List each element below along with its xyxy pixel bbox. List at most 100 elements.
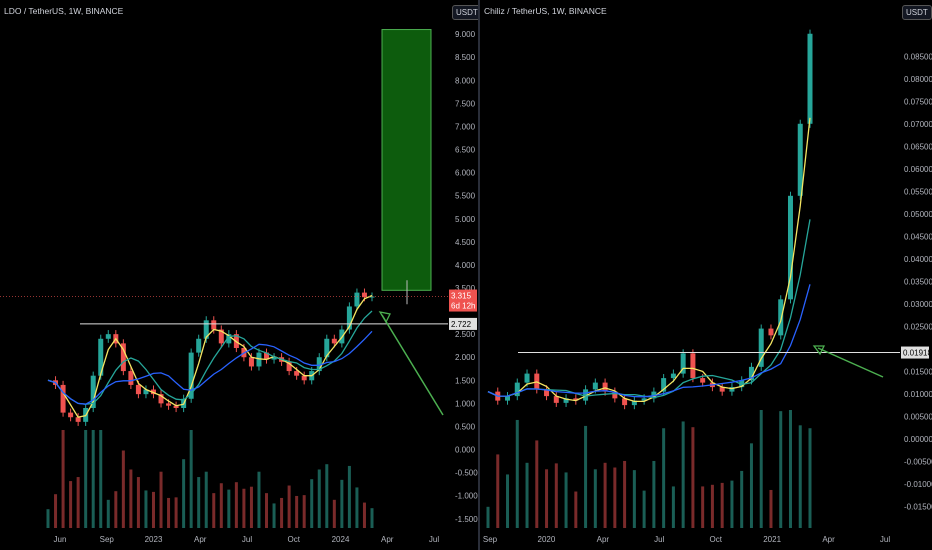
chz-chart-panel[interactable]: Chiliz / TetherUS, 1W, BINANCE USDT 0.08… [480,0,932,550]
volume-bar [710,484,714,528]
candle-body [286,361,292,372]
volume-bar [584,425,588,528]
candle-body [602,382,608,392]
candle-body [98,338,104,376]
candle-body [166,403,172,406]
volume-bar [340,479,344,528]
y-tick-label: 0.04000 [904,255,932,264]
y-tick-label: 4.000 [455,261,476,270]
y-tick-label: 2.000 [455,353,476,362]
ldo-chart-panel[interactable]: LDO / TetherUS, 1W, BINANCE USDT 9.000 8.… [0,0,482,550]
candle-body [583,389,589,401]
volume-bar [681,421,685,528]
x-tick-label: Apr [194,535,207,544]
volume-bar [91,430,95,528]
y-tick-label: 0.500 [455,422,476,431]
moving-average-slow [47,330,373,405]
panel-divider[interactable] [478,0,480,550]
x-tick-label: 2023 [145,535,163,544]
y-tick-label: 5.000 [455,215,476,224]
volume-bar [249,486,253,528]
volume-bar [632,470,636,528]
candle-body [75,417,81,422]
candle-body [150,389,156,395]
y-tick-label: 0.07500 [904,97,932,106]
volume-bar [332,499,336,528]
volume-bar [295,495,299,528]
candle-body [719,387,725,392]
volume-bar [212,493,216,528]
y-tick-label: -0.01000 [904,480,932,489]
y-tick-label: 0.01000 [904,390,932,399]
candle-body [787,195,793,300]
volume-bar [189,430,193,528]
volume-bar [227,489,231,528]
candle-body [346,306,352,330]
candle-body [105,334,111,339]
candle-body [573,398,579,401]
volume-bar [347,465,351,528]
x-tick-label: Jun [54,535,67,544]
y-tick-label: 0.00000 [904,435,932,444]
volume-bar [535,440,539,528]
candle-body [218,329,224,344]
volume-bar [76,477,80,528]
volume-bar [182,459,186,528]
volume-bar [69,481,73,528]
x-tick-label: 2020 [538,535,556,544]
y-tick-label: 6.000 [455,169,476,178]
candle-body [248,357,254,367]
volume-bar [603,462,607,528]
candle-body [196,338,202,353]
moving-average-mid [47,310,373,405]
volume-bar [84,430,88,528]
y-tick-label: -1.000 [455,492,478,501]
ldo-chart-svg: 9.000 8.500 8.000 7.500 7.000 6.500 6.000 5.500… [0,29,478,544]
moving-average-slow [487,284,811,398]
volume-bar [151,491,155,528]
y-tick-label: 0.06000 [904,165,932,174]
candle-body [748,366,754,381]
volume-bar [325,464,329,528]
volume-bar [545,469,549,528]
candle-body [661,378,667,392]
candle-body [60,384,66,413]
volume-bar [701,486,705,528]
volume-bar [788,410,792,528]
candle-body [651,391,657,399]
volume-bar [174,497,178,528]
volume-bar [613,467,617,528]
candle-body [612,391,618,399]
candle-body [670,373,676,379]
volume-bar [525,462,529,528]
y-tick-label: -1.500 [455,515,478,524]
y-tick-label: 0.03500 [904,277,932,286]
volume-bar [234,482,238,528]
y-tick-label: 3.500 [455,284,476,293]
volume-bar [740,470,744,528]
volume-bar [593,469,597,528]
y-tick-label: 0.08000 [904,75,932,84]
candle-body [768,328,774,336]
y-tick-label: 1.500 [455,376,476,385]
chz-symbol-title: Chiliz / TetherUS, 1W, BINANCE [484,6,607,16]
candle-body [563,398,569,403]
candle-body [524,373,530,383]
candle-body [264,352,270,360]
volume-bar [317,469,321,528]
candle-body [778,299,784,336]
chz-quote-unit-button[interactable]: USDT [902,5,932,20]
candle-body [505,396,511,401]
candle-body [369,296,375,298]
y-tick-label: 5.500 [455,192,476,201]
volume-bar [671,486,675,528]
candle-body [68,412,74,418]
x-tick-label: Apr [822,535,835,544]
candle-body [203,320,209,339]
volume-bar [808,428,812,528]
y-tick-label: 8.500 [455,53,476,62]
level-price-text: 0.01918 [903,349,932,358]
volume-bar [144,490,148,528]
candle-body [120,343,126,372]
level-price-text: 2.722 [451,320,472,329]
